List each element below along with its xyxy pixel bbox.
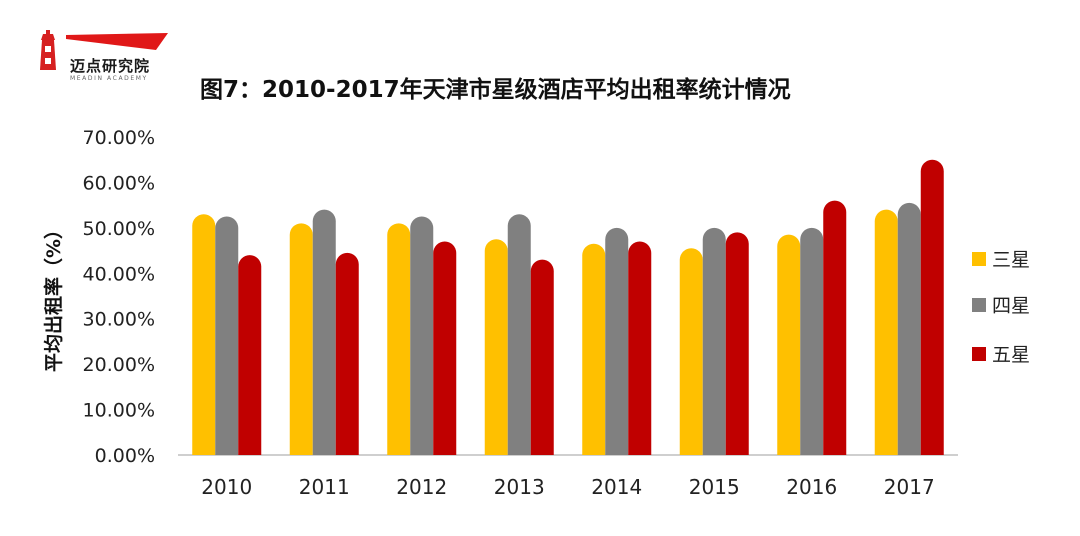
legend-swatch-四星 — [972, 298, 986, 312]
bar-五星-2014 — [628, 241, 652, 455]
bar-五星-2012 — [433, 241, 457, 455]
x-tick-label: 2017 — [884, 475, 935, 499]
x-tick-label: 2011 — [299, 475, 350, 499]
bar-四星-2016 — [800, 227, 824, 455]
legend-label: 四星 — [992, 295, 1030, 317]
bar-四星-2010 — [215, 216, 239, 455]
bar-三星-2010 — [192, 214, 216, 455]
bar-五星-2017 — [920, 159, 944, 455]
bar-三星-2011 — [289, 223, 313, 455]
bar-三星-2016 — [777, 234, 801, 455]
bar-四星-2014 — [605, 227, 629, 455]
y-tick-label: 0.00% — [95, 445, 155, 467]
bar-四星-2017 — [897, 202, 921, 455]
bar-五星-2010 — [238, 255, 262, 455]
bar-五星-2013 — [530, 259, 554, 455]
x-tick-label: 2012 — [396, 475, 447, 499]
bar-四星-2015 — [702, 227, 726, 455]
bar-三星-2017 — [874, 209, 898, 455]
x-tick-label: 2010 — [201, 475, 252, 499]
bar-三星-2013 — [484, 239, 508, 455]
legend-label: 五星 — [992, 344, 1030, 366]
logo — [40, 30, 168, 70]
y-tick-label: 20.00% — [83, 354, 155, 376]
bar-四星-2012 — [410, 216, 434, 455]
bar-四星-2011 — [312, 209, 336, 455]
y-tick-label: 60.00% — [83, 172, 155, 194]
y-tick-label: 70.00% — [83, 127, 155, 149]
bar-四星-2013 — [507, 214, 531, 455]
legend-label: 三星 — [992, 249, 1030, 271]
y-tick-label: 10.00% — [83, 400, 155, 422]
y-tick-label: 40.00% — [83, 263, 155, 285]
x-tick-label: 2016 — [786, 475, 837, 499]
bar-五星-2011 — [335, 252, 359, 455]
chart-title: 图7：2010-2017年天津市星级酒店平均出租率统计情况 — [200, 77, 791, 103]
bar-五星-2016 — [823, 200, 847, 455]
x-tick-label: 2014 — [591, 475, 642, 499]
bar-三星-2012 — [387, 223, 411, 455]
legend-swatch-五星 — [972, 347, 986, 361]
lighthouse-icon — [40, 30, 56, 70]
bar-三星-2015 — [679, 248, 703, 455]
logo-text: 迈点研究院 — [70, 57, 151, 75]
x-tick-label: 2013 — [494, 475, 545, 499]
y-tick-label: 30.00% — [83, 309, 155, 331]
bar-三星-2014 — [582, 243, 606, 455]
y-axis-title: 平均出租率（%） — [42, 220, 65, 372]
bar-五星-2015 — [725, 232, 749, 455]
y-tick-label: 50.00% — [83, 218, 155, 240]
logo-red-beam — [66, 33, 168, 50]
logo-subtext: MEADIN ACADEMY — [70, 75, 148, 82]
legend-swatch-三星 — [972, 252, 986, 266]
x-tick-label: 2015 — [689, 475, 740, 499]
